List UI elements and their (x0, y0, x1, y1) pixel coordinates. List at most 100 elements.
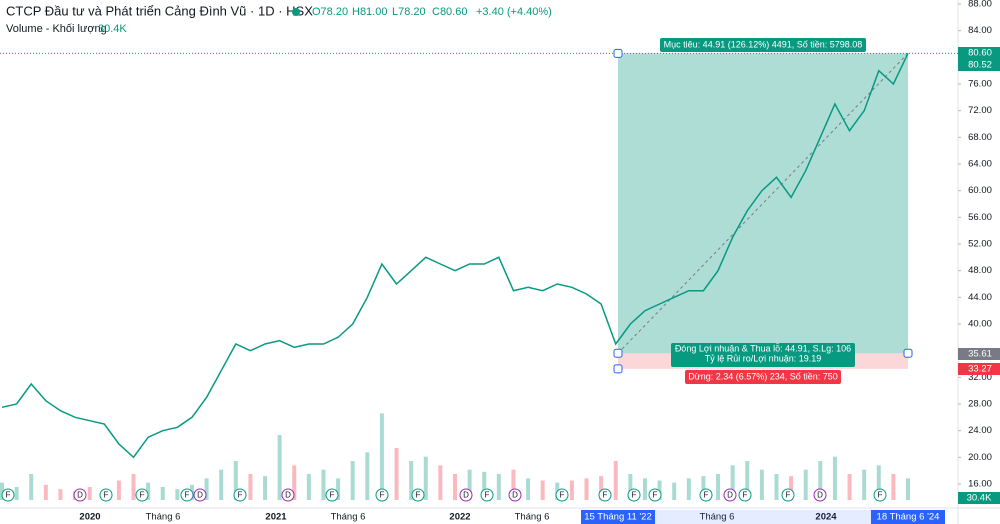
volume-bar (818, 461, 823, 500)
y-tick-label: 84.00 (968, 25, 992, 36)
price-tag-label: 80.52 (968, 60, 992, 71)
ohlc-value: L78.20 (392, 6, 426, 18)
volume-bar (467, 469, 472, 500)
event-label: F (330, 491, 335, 500)
position-label-bg (671, 343, 855, 367)
event-label: F (238, 491, 243, 500)
event-label: D (77, 491, 83, 500)
volume-bar (350, 461, 355, 500)
y-tick-label: 76.00 (968, 79, 992, 90)
event-label: D (197, 491, 203, 500)
event-label: F (704, 491, 709, 500)
event-marker (281, 488, 295, 502)
x-range (655, 510, 871, 524)
price-axis (958, 0, 1000, 508)
volume-tag (958, 492, 1000, 504)
volume-bar (116, 480, 121, 500)
volume-bar (365, 452, 370, 500)
volume-bar (540, 480, 545, 500)
y-tick-label: 44.00 (968, 292, 992, 303)
x-tick-label: 2021 (265, 512, 287, 523)
y-tick-label: 72.00 (968, 105, 992, 116)
volume-bar (613, 461, 618, 500)
price-tag (958, 47, 1000, 59)
price-tag (958, 59, 1000, 71)
volume-bar (292, 465, 297, 500)
volume-bar (759, 469, 764, 500)
price-tag (958, 348, 1000, 360)
volume-bar (160, 487, 165, 500)
volume-bar (482, 471, 487, 500)
x-tick-label: Tháng 6 (700, 512, 735, 523)
event-label: D (463, 491, 469, 500)
volume-bar (511, 469, 516, 500)
volume-bar (87, 487, 92, 500)
volume-bar (0, 482, 4, 500)
event-marker (135, 488, 149, 502)
ohlc-value: C80.60 (432, 6, 467, 18)
y-tick-label: 32.00 (968, 372, 992, 383)
event-label: D (817, 491, 823, 500)
volume-bar (657, 480, 662, 500)
volume-bar (131, 474, 136, 500)
volume-bar (569, 480, 574, 500)
event-label: F (485, 491, 490, 500)
volume-bar (58, 489, 63, 500)
volume-bar (248, 474, 253, 500)
volume-bar (146, 482, 151, 500)
event-marker (180, 488, 194, 502)
price-tag-label: 33.27 (968, 364, 992, 375)
event-label: F (416, 491, 421, 500)
handle (613, 348, 623, 358)
event-marker (508, 488, 522, 502)
volume-bar (43, 484, 48, 500)
event-label: F (786, 491, 791, 500)
volume-bar (379, 413, 384, 500)
volume-bar (14, 487, 19, 500)
event-marker (325, 488, 339, 502)
ohlc-value: H81.00 (352, 6, 387, 18)
volume-bar (584, 478, 589, 500)
event-marker (375, 488, 389, 502)
target-label: Mục tiêu: 44.91 (126.12%) 4491, Số tiền:… (664, 39, 863, 49)
volume-bar (789, 476, 794, 500)
volume-bar (175, 489, 180, 500)
volume-bar (263, 476, 268, 500)
volume-bar (453, 474, 457, 500)
y-tick-label: 40.00 (968, 319, 992, 330)
volume-bar (277, 435, 282, 500)
event-marker (411, 488, 425, 502)
x-label-highlight (581, 510, 655, 524)
event-label: F (140, 491, 145, 500)
volume-bar (891, 474, 896, 500)
y-tick-label: 28.00 (968, 399, 992, 410)
event-marker (459, 488, 473, 502)
event-marker (233, 488, 247, 502)
status-dot (292, 8, 300, 16)
ohlc-value: O78.20 (312, 6, 348, 18)
event-label: F (743, 491, 748, 500)
event-label: F (560, 491, 565, 500)
event-marker (873, 488, 887, 502)
volume-tag-label: 30.4K (967, 493, 992, 504)
y-tick-label: 56.00 (968, 212, 992, 223)
volume-bar (716, 474, 721, 500)
volume-bar (701, 476, 706, 500)
event-marker (99, 488, 113, 502)
event-marker (598, 488, 612, 502)
volume-bar (774, 474, 779, 500)
volume-bar (686, 478, 691, 500)
position-label-bg (660, 38, 866, 52)
event-marker (813, 488, 827, 502)
volume-bar (599, 476, 604, 500)
event-marker (781, 488, 795, 502)
volume-bar (906, 478, 910, 500)
volume-bar (306, 474, 311, 500)
volume-bar (730, 465, 735, 500)
event-label: F (380, 491, 385, 500)
volume-bar (321, 469, 326, 500)
event-marker (555, 488, 569, 502)
event-label: F (632, 491, 637, 500)
x-tick-label: 2022 (449, 512, 470, 523)
